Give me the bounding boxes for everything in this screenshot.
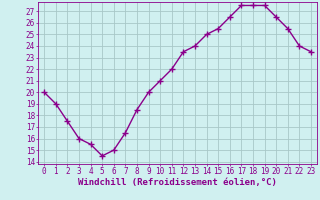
- X-axis label: Windchill (Refroidissement éolien,°C): Windchill (Refroidissement éolien,°C): [78, 178, 277, 187]
